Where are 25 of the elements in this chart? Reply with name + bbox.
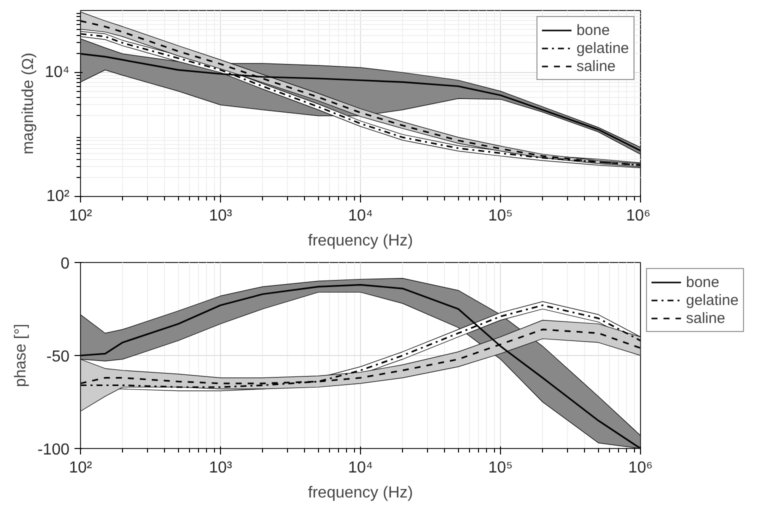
y-tick-label: 0 — [60, 256, 70, 272]
x-axis-title: frequency (Hz) — [308, 484, 413, 502]
x-tick-label: 10² — [68, 460, 93, 476]
y-axis-title: phase [°] — [12, 324, 30, 388]
legend-label: gelatine — [686, 291, 739, 309]
x-tick-label: 10⁶ — [628, 460, 653, 476]
x-tick-label: 10² — [68, 208, 93, 224]
x-tick-label: 10⁶ — [626, 208, 651, 224]
x-tick-label: 10³ — [208, 460, 233, 476]
x-tick-label: 10⁵ — [488, 208, 513, 224]
x-tick-label: 10⁵ — [488, 460, 513, 476]
x-tick-label: 10⁴ — [348, 208, 373, 224]
legend-label: saline — [576, 57, 616, 75]
legend-label: saline — [686, 309, 726, 327]
x-tick-label: 10³ — [208, 208, 233, 224]
y-tick-label: -100 — [37, 442, 70, 458]
y-tick-label: 10⁴ — [44, 64, 70, 81]
y-tick-label: -50 — [46, 348, 70, 366]
x-axis-title: frequency (Hz) — [308, 232, 413, 250]
legend-label: bone — [686, 273, 720, 291]
y-tick-label: 10² — [46, 188, 70, 205]
x-tick-label: 10⁴ — [348, 460, 373, 476]
legend-label: bone — [576, 21, 610, 39]
y-axis-title: magnitude (Ω) — [20, 52, 37, 154]
legend-label: gelatine — [576, 39, 629, 57]
